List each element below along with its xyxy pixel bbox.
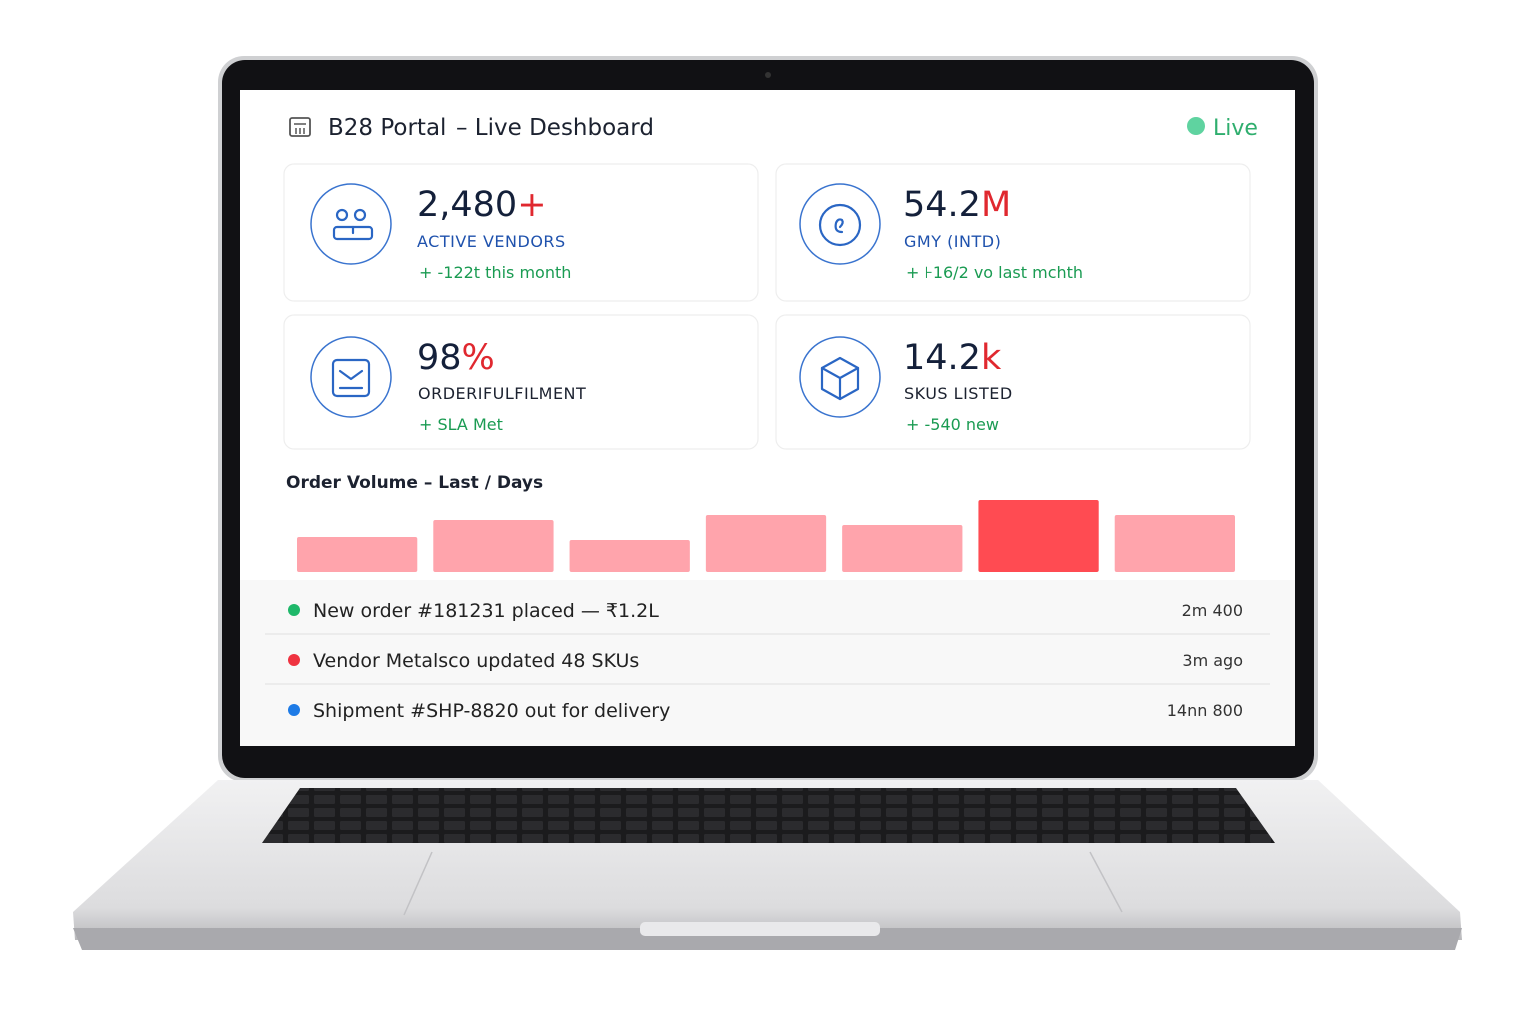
bar bbox=[705, 515, 827, 572]
kpi-suffix: M bbox=[981, 185, 1011, 225]
kpi-value: 54.2M bbox=[903, 185, 1011, 225]
status-dot bbox=[288, 604, 300, 616]
bar bbox=[978, 500, 1099, 572]
bar-chart bbox=[297, 500, 1235, 572]
kpi-suffix: % bbox=[462, 338, 495, 378]
bar bbox=[297, 537, 418, 572]
chart-title: Order Volume – Last / Days bbox=[286, 473, 543, 493]
activity-text: New order #181231 placed — ₹1.2L bbox=[313, 600, 659, 622]
kpi-note: + ⊦16/2 vo last mchth bbox=[906, 263, 1083, 282]
kpi-label: ACTIVE VENDORS bbox=[417, 232, 566, 251]
status-dot bbox=[1187, 117, 1205, 135]
kpi-card bbox=[283, 314, 759, 450]
gmv-icon bbox=[818, 203, 862, 247]
notch bbox=[640, 922, 880, 936]
kpi-value: 98% bbox=[417, 338, 495, 378]
trackpad-edge bbox=[403, 851, 433, 916]
kpi-number: 2,480 bbox=[417, 185, 517, 225]
activity-time: 3m ago bbox=[1182, 651, 1243, 670]
kpi-note: + SLA Met bbox=[419, 415, 503, 434]
kpi-note: + -122t this month bbox=[419, 263, 571, 282]
bar bbox=[842, 525, 963, 572]
kpi-label: GMY (INTD) bbox=[904, 232, 1001, 251]
kpi-suffix: k bbox=[981, 338, 1002, 378]
fulfilment-icon bbox=[331, 358, 371, 398]
bar bbox=[1114, 515, 1235, 572]
bar bbox=[433, 520, 554, 572]
activity-list: New order #181231 placed — ₹1.2L 2m 400 Ve… bbox=[288, 600, 1243, 722]
kpi-card bbox=[775, 314, 1251, 450]
trackpad-edge bbox=[1089, 851, 1123, 913]
sku-icon bbox=[820, 356, 860, 401]
bar bbox=[569, 540, 690, 572]
vendors-icon bbox=[332, 208, 374, 241]
kpi-label: SKUS LISTED bbox=[904, 384, 1013, 403]
base-edge bbox=[73, 928, 1462, 950]
activity-text: Vendor Metalsco updated 48 SKUs bbox=[313, 650, 639, 672]
kpi-icon bbox=[310, 336, 392, 418]
kpi-number: 98 bbox=[417, 338, 462, 378]
kpi-value: 14.2k bbox=[903, 338, 1002, 378]
kpi-icon bbox=[310, 183, 392, 265]
kpi-note: + -540 new bbox=[906, 415, 999, 434]
keyboard bbox=[262, 788, 1275, 843]
kpi-card bbox=[283, 163, 759, 302]
brand: B28 Portal bbox=[328, 115, 446, 141]
status-label: Live bbox=[1213, 116, 1258, 141]
activity-time: 2m 400 bbox=[1182, 601, 1243, 620]
status-dot bbox=[288, 704, 300, 716]
kpi-suffix: + bbox=[517, 185, 546, 225]
page-title: – Live Deshboard bbox=[456, 115, 654, 141]
kpi-label: ORDERIFULFILMENT bbox=[418, 384, 586, 403]
activity-text: Shipment #SHP-8820 out for delivery bbox=[313, 700, 670, 722]
app-icon bbox=[289, 117, 311, 137]
kpi-value: 2,480+ bbox=[417, 185, 547, 225]
activity-panel bbox=[240, 580, 1295, 746]
kpi-card bbox=[775, 163, 1251, 302]
kpi-number: 54.2 bbox=[903, 185, 981, 225]
status-dot bbox=[288, 654, 300, 666]
camera bbox=[765, 72, 771, 78]
kpi-icon bbox=[799, 183, 881, 265]
kpi-number: 14.2 bbox=[903, 338, 981, 378]
activity-time: 14nn 800 bbox=[1167, 701, 1243, 720]
